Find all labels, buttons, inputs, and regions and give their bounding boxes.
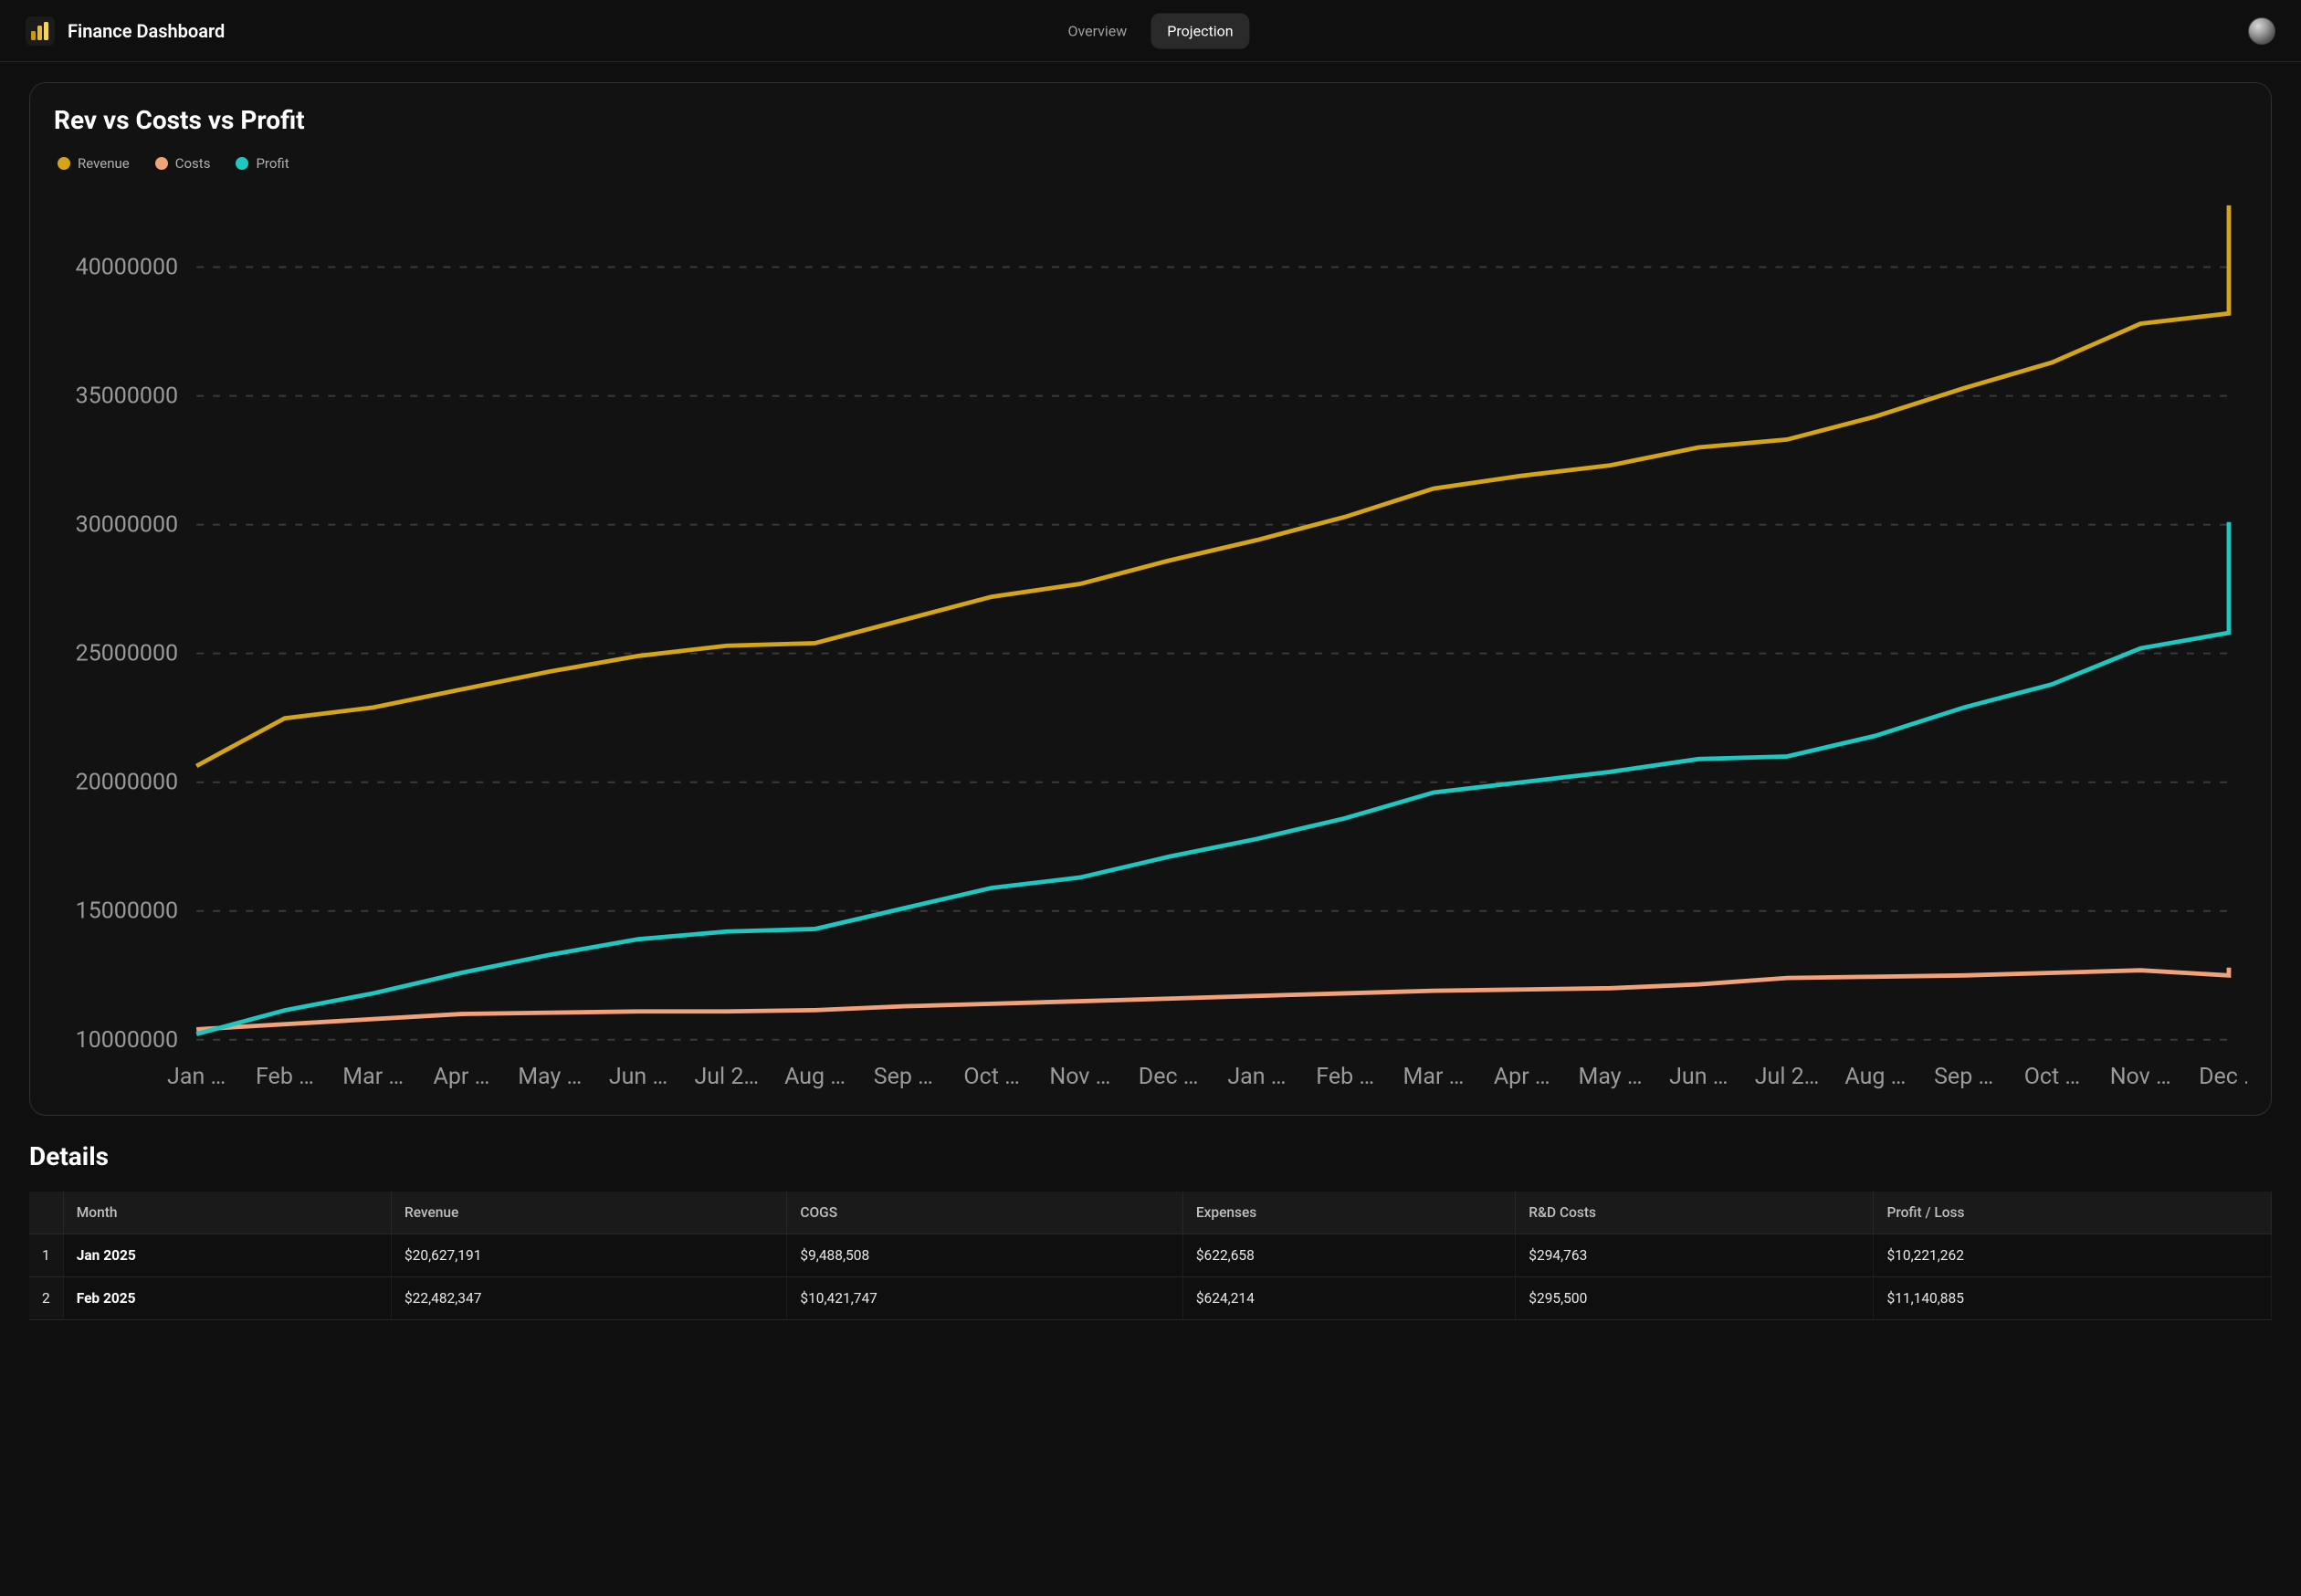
col-cogs[interactable]: COGS [787, 1192, 1182, 1234]
svg-text:Feb …: Feb … [1316, 1064, 1374, 1090]
svg-text:25000000: 25000000 [76, 641, 178, 667]
cell: $295,500 [1516, 1276, 1874, 1319]
avatar[interactable] [2248, 17, 2275, 45]
nav-tabs: Overview Projection [1051, 13, 1249, 48]
svg-text:Nov …: Nov … [2110, 1064, 2171, 1090]
cell: $294,763 [1516, 1234, 1874, 1276]
svg-text:Jul 2…: Jul 2… [694, 1064, 759, 1090]
page-body: Rev vs Costs vs Profit Revenue Costs Pro… [0, 62, 2301, 1357]
table-row[interactable]: 2Feb 2025$22,482,347$10,421,747$624,214$… [29, 1276, 2272, 1319]
svg-text:20000000: 20000000 [76, 770, 178, 796]
svg-text:May …: May … [518, 1064, 582, 1090]
svg-text:Dec …: Dec … [2199, 1064, 2247, 1090]
cell: Jan 2025 [63, 1234, 391, 1276]
table-row[interactable]: 1Jan 2025$20,627,191$9,488,508$622,658$2… [29, 1234, 2272, 1276]
col-month[interactable]: Month [63, 1192, 391, 1234]
cell: $624,214 [1182, 1276, 1515, 1319]
legend-item-profit[interactable]: Profit [236, 155, 289, 172]
rownum-header [29, 1192, 63, 1234]
svg-text:35000000: 35000000 [76, 383, 178, 410]
legend-swatch-revenue [58, 157, 70, 170]
app-title: Finance Dashboard [68, 20, 225, 42]
legend-item-revenue[interactable]: Revenue [58, 155, 130, 172]
details-table-body: 1Jan 2025$20,627,191$9,488,508$622,658$2… [29, 1234, 2272, 1319]
cell: $20,627,191 [391, 1234, 786, 1276]
svg-text:Jul 2…: Jul 2… [1755, 1064, 1820, 1090]
legend-label: Revenue [78, 155, 130, 172]
svg-text:Sep …: Sep … [874, 1064, 933, 1090]
svg-text:Jan …: Jan … [167, 1064, 226, 1090]
svg-text:May …: May … [1579, 1064, 1643, 1090]
svg-text:Apr …: Apr … [1494, 1064, 1550, 1090]
col-profit[interactable]: Profit / Loss [1874, 1192, 2272, 1234]
svg-text:Apr …: Apr … [434, 1064, 490, 1090]
row-number: 1 [29, 1234, 63, 1276]
svg-text:Feb …: Feb … [256, 1064, 314, 1090]
svg-text:Jun …: Jun … [609, 1064, 667, 1090]
series-revenue [196, 205, 2229, 766]
cell: $22,482,347 [391, 1276, 786, 1319]
svg-text:Oct …: Oct … [963, 1064, 1019, 1090]
details-table-head: Month Revenue COGS Expenses R&D Costs Pr… [29, 1192, 2272, 1234]
svg-text:Mar …: Mar … [342, 1064, 404, 1090]
brand: Finance Dashboard [26, 16, 225, 46]
tab-overview[interactable]: Overview [1051, 13, 1143, 48]
svg-text:Jan …: Jan … [1227, 1064, 1286, 1090]
legend-swatch-costs [155, 157, 168, 170]
legend-label: Profit [256, 155, 289, 172]
svg-text:30000000: 30000000 [76, 512, 178, 539]
row-number: 2 [29, 1276, 63, 1319]
legend-item-costs[interactable]: Costs [155, 155, 211, 172]
topbar: Finance Dashboard Overview Projection [0, 0, 2301, 62]
chart-card: Rev vs Costs vs Profit Revenue Costs Pro… [29, 82, 2272, 1116]
legend-swatch-profit [236, 157, 248, 170]
svg-text:Nov …: Nov … [1049, 1064, 1110, 1090]
col-expenses[interactable]: Expenses [1182, 1192, 1515, 1234]
cell: Feb 2025 [63, 1276, 391, 1319]
series-costs [196, 968, 2229, 1030]
legend-label: Costs [175, 155, 211, 172]
svg-text:Oct …: Oct … [2024, 1064, 2080, 1090]
details-title: Details [29, 1141, 2272, 1171]
details-section: Details Month Revenue COGS Expenses R&D … [29, 1141, 2272, 1320]
svg-text:Aug …: Aug … [784, 1064, 846, 1090]
cell: $11,140,885 [1874, 1276, 2272, 1319]
col-rnd[interactable]: R&D Costs [1516, 1192, 1874, 1234]
cell: $622,658 [1182, 1234, 1515, 1276]
series-profit [196, 522, 2229, 1034]
tab-projection[interactable]: Projection [1150, 13, 1249, 48]
chart-title: Rev vs Costs vs Profit [54, 105, 2247, 135]
svg-text:15000000: 15000000 [76, 898, 178, 925]
svg-text:Jun …: Jun … [1669, 1064, 1728, 1090]
line-chart-svg: 10000000 15000000 20000000 25000000 30000000… [54, 184, 2247, 1098]
svg-text:10000000: 10000000 [76, 1027, 178, 1054]
svg-text:Sep …: Sep … [1934, 1064, 1993, 1090]
chart-legend: Revenue Costs Profit [58, 155, 2247, 172]
svg-text:Dec …: Dec … [1139, 1064, 1199, 1090]
cell: $10,221,262 [1874, 1234, 2272, 1276]
chart-area: 10000000 15000000 20000000 25000000 30000000… [54, 184, 2247, 1098]
svg-text:Aug …: Aug … [1844, 1064, 1906, 1090]
col-revenue[interactable]: Revenue [391, 1192, 786, 1234]
svg-text:40000000: 40000000 [76, 255, 178, 281]
cell: $9,488,508 [787, 1234, 1182, 1276]
svg-text:Mar …: Mar … [1403, 1064, 1465, 1090]
cell: $10,421,747 [787, 1276, 1182, 1319]
details-table: Month Revenue COGS Expenses R&D Costs Pr… [29, 1192, 2272, 1320]
app-logo-icon [26, 16, 55, 46]
